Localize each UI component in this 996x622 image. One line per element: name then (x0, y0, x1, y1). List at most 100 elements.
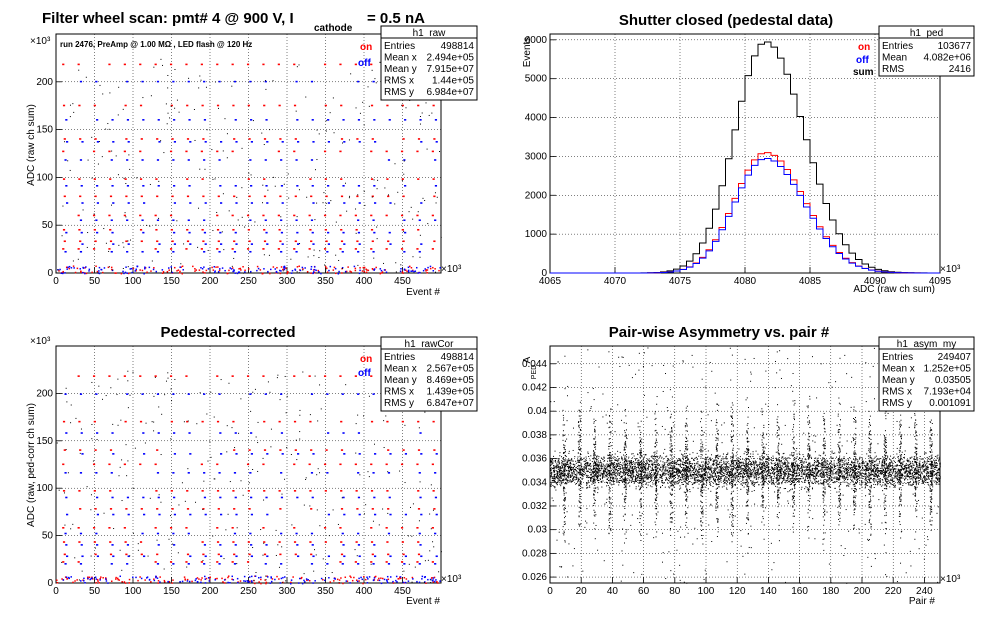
asym-point (748, 473, 750, 475)
asym-point (887, 479, 889, 481)
off-point (64, 272, 66, 274)
asym-point (690, 465, 692, 467)
off-point (70, 267, 73, 269)
asym-point (664, 464, 666, 466)
on-point (417, 553, 421, 556)
on-point (77, 248, 80, 250)
asym-point (901, 451, 903, 453)
asym-point (562, 458, 564, 460)
stray-point (203, 480, 205, 482)
asym-point (833, 467, 835, 469)
asym-point (581, 468, 583, 470)
off-point (79, 159, 83, 161)
stray-point (198, 207, 200, 209)
off-point (64, 393, 67, 395)
on-point (436, 580, 438, 583)
asym-point (613, 469, 615, 471)
asym-point (733, 479, 735, 481)
asym-point (831, 479, 833, 481)
asym-point (742, 461, 744, 463)
asym-point (897, 469, 899, 471)
stray-point (109, 92, 111, 94)
on-point (372, 268, 374, 271)
asym-point (821, 483, 823, 485)
x-tick-label: 220 (885, 586, 902, 597)
asym-point (911, 469, 913, 471)
stray-point (368, 395, 370, 397)
x-tick-label: 100 (698, 586, 715, 597)
off-point (310, 80, 314, 83)
asym-point (621, 458, 623, 460)
asym-point (866, 481, 868, 483)
asym-point (688, 470, 690, 472)
asym-point (633, 482, 635, 484)
off-point (251, 581, 253, 583)
on-point (231, 214, 234, 217)
asym-point (563, 469, 565, 471)
asym-point (673, 456, 675, 458)
asym-point (607, 470, 609, 472)
on-point (340, 553, 344, 556)
on-point (72, 265, 75, 267)
off-point (264, 393, 267, 395)
on-point (216, 214, 219, 217)
on-point (216, 104, 220, 107)
asym-point (914, 462, 916, 464)
on-point (400, 150, 404, 153)
off-point (218, 393, 221, 395)
asym-point (855, 465, 857, 467)
asym-point (897, 478, 899, 480)
on-point (362, 266, 365, 269)
asym-point (617, 468, 619, 470)
off-point (110, 219, 113, 222)
asym-point (846, 471, 848, 473)
asym-point (883, 475, 885, 477)
stray-point (132, 487, 134, 489)
on-point (124, 420, 127, 423)
asym-point (913, 473, 915, 475)
asym-point (596, 478, 598, 480)
asym-point (560, 477, 562, 479)
on-point (123, 463, 126, 466)
asym-point (690, 478, 692, 480)
asym-point (559, 452, 561, 454)
asym-point (649, 472, 651, 474)
asym-point (681, 453, 683, 455)
asym-point (695, 473, 697, 475)
off-point (327, 555, 331, 558)
stray-point (263, 499, 265, 501)
off-point (129, 268, 131, 270)
asym-point (828, 477, 830, 479)
off-point (127, 202, 130, 204)
off-point (420, 555, 423, 558)
asym-point (725, 469, 727, 471)
asym-point (894, 476, 896, 478)
asym-point (775, 477, 777, 479)
off-point (263, 268, 265, 270)
asym-point (785, 461, 787, 463)
asym-point (622, 479, 624, 481)
stray-point (319, 250, 321, 252)
asym-point (774, 467, 776, 469)
asym-point (872, 458, 874, 460)
stray-point (202, 509, 204, 511)
asym-point (600, 474, 602, 476)
off-point (249, 250, 252, 253)
on-point (211, 266, 213, 269)
asym-point (654, 460, 656, 462)
off-point (214, 270, 216, 272)
asym-point (552, 461, 554, 463)
on-point (294, 553, 297, 556)
stray-point (167, 87, 169, 89)
on-point (56, 581, 59, 584)
asym-point (898, 480, 900, 482)
stray-point (298, 272, 300, 274)
asym-point (784, 470, 786, 472)
asym-point (694, 470, 696, 472)
stray-point (284, 478, 286, 480)
asym-point (847, 463, 849, 465)
asym-point (557, 468, 559, 470)
asym-point (861, 472, 863, 474)
on-point (223, 582, 226, 584)
on-point (169, 561, 173, 563)
